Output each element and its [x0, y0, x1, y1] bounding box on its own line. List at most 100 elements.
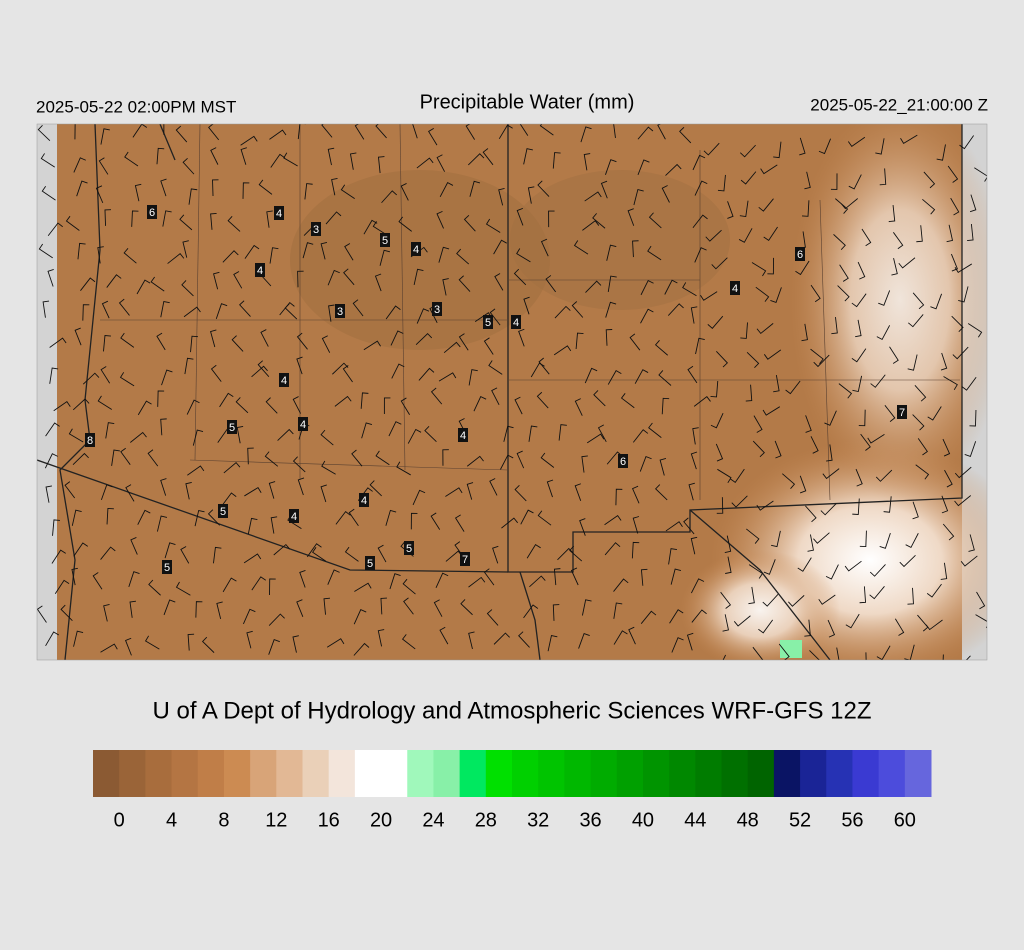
wind-barb — [634, 369, 649, 384]
wind-barb — [74, 327, 82, 346]
wind-barb — [690, 536, 698, 555]
colorbar-swatch — [407, 750, 434, 797]
station-value: 3 — [313, 224, 319, 236]
wind-barb — [369, 480, 382, 497]
wind-barb — [150, 276, 165, 292]
station-box — [511, 315, 521, 329]
wind-barb — [194, 509, 205, 527]
wind-barb — [558, 424, 567, 441]
wind-barb — [771, 530, 781, 548]
wind-barb — [613, 578, 629, 592]
wind-barb — [969, 194, 977, 213]
station-value: 3 — [434, 304, 440, 316]
wind-barb — [869, 564, 886, 577]
wind-barb — [520, 509, 534, 525]
station-value: 5 — [382, 235, 388, 247]
colorbar-swatch — [773, 750, 801, 797]
station-box — [162, 560, 172, 574]
wind-barb — [40, 153, 55, 168]
wind-barb — [244, 486, 262, 497]
wind-barb — [45, 422, 60, 437]
wind-barb — [71, 567, 78, 586]
station-value: 4 — [513, 317, 519, 329]
station-value: 5 — [485, 317, 491, 329]
wind-barb — [144, 635, 160, 650]
wind-barb — [661, 185, 670, 203]
wind-barb — [292, 635, 299, 653]
wind-barb — [773, 141, 782, 159]
wind-barb — [818, 594, 836, 605]
wind-barb — [49, 367, 59, 384]
wind-barb — [430, 512, 441, 530]
wind-barb — [529, 575, 546, 588]
wind-barb — [354, 582, 372, 592]
wind-barb — [539, 124, 554, 136]
wind-barb — [100, 546, 116, 560]
wind-barb — [537, 510, 552, 526]
wind-barb — [613, 630, 628, 645]
wind-barb — [221, 492, 237, 507]
wind-barb — [413, 268, 424, 286]
wind-barb — [491, 387, 500, 406]
wind-barb — [349, 152, 357, 170]
wind-barb — [876, 645, 891, 660]
wind-barb — [296, 599, 304, 617]
wind-barb — [258, 179, 273, 195]
wind-barb — [530, 362, 545, 378]
wind-barb — [268, 613, 285, 626]
wind-barb — [851, 293, 867, 308]
wind-barb — [37, 605, 47, 623]
wind-barb — [296, 332, 308, 350]
wind-barb — [363, 340, 381, 351]
wind-barb — [98, 157, 109, 175]
wind-barb — [581, 455, 588, 473]
colorbar-swatch — [669, 750, 696, 797]
wind-barb — [859, 530, 867, 548]
wind-barb — [573, 240, 589, 255]
colorbar-swatch — [904, 750, 932, 797]
wind-barb — [632, 240, 639, 258]
wind-barb — [694, 180, 708, 196]
wind-barb — [824, 410, 837, 426]
wind-barb — [375, 124, 387, 139]
station-value: 7 — [462, 554, 468, 566]
wind-barb — [213, 546, 222, 564]
wind-barb — [156, 515, 168, 532]
wind-barb — [739, 200, 749, 218]
wind-barb — [740, 322, 748, 339]
wind-barb — [758, 198, 774, 212]
colorbar-swatch — [119, 750, 146, 797]
colorbar-tick-label: 56 — [841, 809, 863, 831]
wind-barb — [111, 449, 120, 466]
wind-barb — [605, 301, 617, 318]
wind-barb — [123, 248, 137, 264]
wind-barb — [807, 534, 814, 552]
wind-barb — [265, 397, 278, 414]
wind-barb — [469, 180, 481, 197]
wind-barb — [331, 177, 338, 196]
wind-barb — [683, 517, 695, 535]
wind-barb — [665, 163, 682, 176]
wind-barb — [353, 642, 370, 656]
wind-barb — [106, 507, 114, 525]
wind-barb — [584, 191, 602, 202]
wind-barb — [260, 329, 269, 347]
wind-barb — [916, 225, 923, 243]
wind-barb — [483, 337, 494, 355]
wind-barb — [592, 213, 606, 229]
wind-barb — [900, 134, 918, 144]
wind-barb — [552, 152, 561, 169]
wind-barb — [175, 125, 188, 143]
wind-barb — [960, 555, 978, 567]
wind-barb — [825, 564, 839, 580]
wind-barb — [648, 212, 662, 229]
station-value: 4 — [281, 375, 287, 387]
wind-barb — [410, 512, 418, 530]
colorbar-swatch — [695, 750, 722, 797]
wind-barb — [312, 547, 327, 562]
wind-barb — [605, 329, 613, 346]
wind-barb — [557, 547, 574, 561]
wind-barb — [892, 232, 904, 250]
wind-barb — [80, 277, 96, 291]
wind-barb — [575, 332, 584, 350]
